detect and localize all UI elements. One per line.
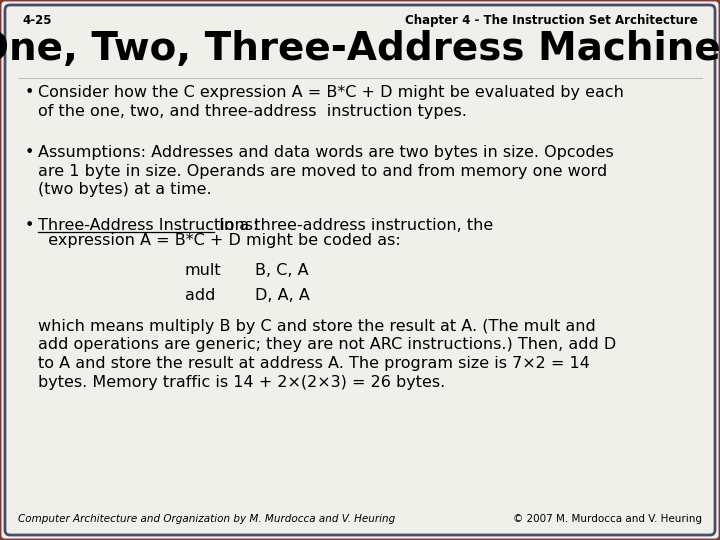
Text: In a three-address instruction, the: In a three-address instruction, the [214,218,493,233]
Text: 4-25: 4-25 [22,14,52,27]
Text: •: • [25,85,35,100]
Text: Three-Address Instructions:: Three-Address Instructions: [38,218,258,233]
Text: Chapter 4 - The Instruction Set Architecture: Chapter 4 - The Instruction Set Architec… [405,14,698,27]
Text: which means multiply B by C and store the result at A. (The mult and
add operati: which means multiply B by C and store th… [38,319,616,389]
FancyBboxPatch shape [5,5,715,535]
Text: add: add [185,288,215,303]
Text: •: • [25,218,35,233]
Text: Assumptions: Addresses and data words are two bytes in size. Opcodes
are 1 byte : Assumptions: Addresses and data words ar… [38,145,613,197]
Text: Consider how the C expression A = B*C + D might be evaluated by each
of the one,: Consider how the C expression A = B*C + … [38,85,624,119]
Text: expression A = B*C + D might be coded as:: expression A = B*C + D might be coded as… [38,233,401,248]
Text: •: • [25,145,35,160]
Text: Computer Architecture and Organization by M. Murdocca and V. Heuring: Computer Architecture and Organization b… [18,514,395,524]
Text: mult: mult [185,263,222,278]
Text: D, A, A: D, A, A [255,288,310,303]
Text: One, Two, Three-Address Machines: One, Two, Three-Address Machines [0,30,720,68]
Text: © 2007 M. Murdocca and V. Heuring: © 2007 M. Murdocca and V. Heuring [513,514,702,524]
Text: B, C, A: B, C, A [255,263,309,278]
